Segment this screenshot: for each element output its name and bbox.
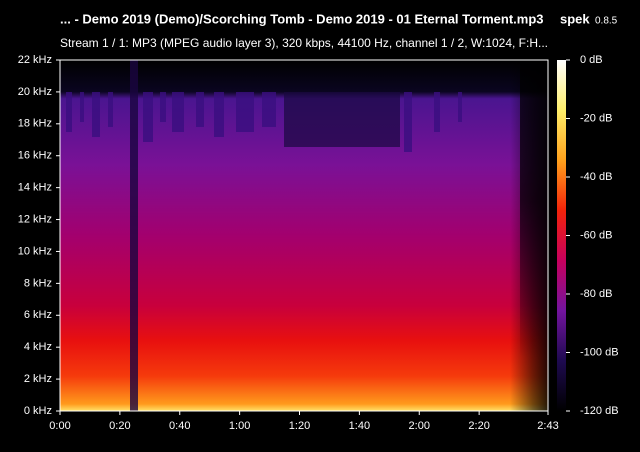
x-tick-label: 1:40 [349,420,370,432]
app-name: spek [560,11,590,26]
x-tick-label: 0:00 [49,420,70,432]
x-tick-label: 2:00 [409,420,430,432]
y-tick-label: 22 kHz [18,54,52,66]
y-tick-label: 4 kHz [24,341,52,353]
colorbar-tick-label: -120 dB [580,405,619,417]
plot-frame [59,59,549,412]
y-tick-label: 10 kHz [18,245,52,257]
y-tick-label: 16 kHz [18,150,52,162]
y-tick-label: 20 kHz [18,86,52,98]
x-tick-label: 2:43 [537,420,558,432]
y-tick-label: 6 kHz [24,309,52,321]
colorbar-tick-label: -20 dB [580,112,612,124]
y-tick-label: 18 kHz [18,118,52,130]
spectrogram [60,60,548,411]
colorbar-tick-label: -40 dB [580,171,612,183]
y-tick-label: 14 kHz [18,182,52,194]
colorbar-tick-label: -80 dB [580,288,612,300]
x-tick-label: 0:20 [109,420,130,432]
x-tick-label: 1:00 [229,420,250,432]
y-tick-label: 12 kHz [18,213,52,225]
y-tick-label: 8 kHz [24,277,52,289]
colorbar [557,60,566,411]
colorbar-tick-label: -100 dB [580,346,619,358]
y-tick-label: 2 kHz [24,373,52,385]
colorbar-tick-label: 0 dB [580,54,603,66]
x-tick-label: 0:40 [169,420,190,432]
file-title: ... - Demo 2019 (Demo)/Scorching Tomb - … [60,11,544,26]
colorbar-tick-label: -60 dB [580,229,612,241]
app-version: 0.8.5 [595,16,618,27]
stream-info: Stream 1 / 1: MP3 (MPEG audio layer 3), … [60,36,548,50]
x-tick-label: 1:20 [289,420,310,432]
y-tick-label: 0 kHz [24,405,52,417]
x-tick-label: 2:20 [468,420,489,432]
